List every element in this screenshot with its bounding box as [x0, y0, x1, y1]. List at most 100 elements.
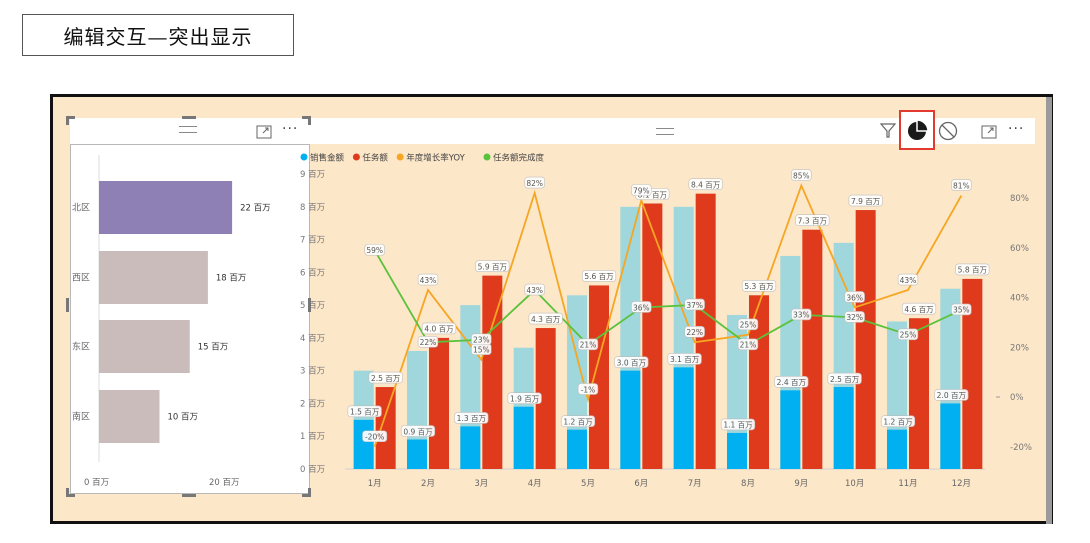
yoy-data-label: 79% [633, 186, 650, 195]
sales-bar-highlight [940, 403, 961, 469]
yoy-data-label: 81% [953, 181, 970, 190]
task-bar [535, 328, 556, 469]
sales-data-label: 1.9 百万 [510, 395, 540, 404]
x-axis-tick: 7月 [688, 479, 702, 489]
more-options-icon-left[interactable]: ··· [282, 121, 299, 137]
resize-handle-tl-v[interactable] [66, 116, 69, 125]
resize-handle-tr[interactable] [302, 116, 311, 119]
sales-data-label-bg [507, 392, 542, 405]
resize-handle-tl[interactable] [66, 116, 75, 119]
yoy-data-label-bg [524, 176, 545, 189]
sales-data-label-bg [667, 353, 702, 365]
sales-data-label-bg [454, 412, 489, 424]
task-data-label-bg [688, 178, 723, 190]
page-title: 编辑交互—突出显示 [22, 14, 294, 56]
completion-data-label-bg [684, 298, 705, 311]
x-axis-tick: 12月 [952, 479, 971, 489]
sales-bar-highlight [780, 390, 801, 469]
y2-axis-tick: -20% [1010, 443, 1032, 453]
resize-handle-left[interactable] [66, 298, 69, 312]
resize-handle-br-v[interactable] [308, 488, 311, 497]
task-data-label: 5.9 百万 [478, 262, 508, 271]
resize-handle-bottom[interactable] [182, 494, 196, 497]
resize-handle-bl-v[interactable] [66, 488, 69, 497]
legend-marker [300, 153, 308, 161]
yoy-data-label: -1% [581, 385, 596, 394]
completion-data-label-bg [417, 335, 439, 348]
focus-mode-icon-right[interactable] [981, 124, 997, 143]
task-data-label: 5.6 百万 [584, 272, 614, 281]
sales-data-label: 2.0 百万 [937, 391, 967, 400]
sales-bar-highlight [353, 419, 374, 469]
more-options-icon-right[interactable]: ··· [1008, 121, 1025, 137]
y2-axis-tick: 80% [1010, 194, 1029, 204]
x-axis-tick: 11月 [898, 479, 917, 489]
task-data-label-bg [368, 371, 403, 384]
sales-data-label: 1.5 百万 [350, 408, 380, 417]
resize-handle-bl[interactable] [66, 494, 75, 497]
left-x-tick: 20 百万 [209, 478, 240, 488]
resize-handle-right[interactable] [308, 298, 311, 312]
legend-item: 年度增长率YOY [406, 153, 465, 164]
left-bar-value-label: 22 百万 [240, 204, 271, 214]
legend-item: 任务额 [362, 153, 388, 164]
resize-handle-tr-v[interactable] [308, 116, 311, 125]
y2-axis-tick: 0% [1010, 393, 1024, 403]
highlight-interaction-button[interactable] [899, 110, 935, 150]
filter-icon[interactable] [879, 121, 897, 143]
sales-data-label-bg [614, 356, 649, 368]
left-bar-value-label: 10 百万 [168, 413, 199, 423]
sales-bar-highlight [887, 429, 907, 469]
x-axis-tick: 9月 [794, 479, 808, 489]
y-axis-tick: 0 百万 [300, 465, 325, 475]
sales-data-label-bg [827, 372, 862, 385]
sales-bar-highlight [460, 426, 481, 469]
task-data-label-bg [528, 312, 563, 325]
sales-data-label: 1.1 百万 [723, 421, 753, 430]
task-data-label: 4.6 百万 [904, 305, 934, 314]
task-data-label: 4.3 百万 [531, 315, 561, 324]
sales-data-label: 1.3 百万 [457, 414, 487, 423]
task-bar [802, 229, 823, 469]
pie-chart-icon [908, 119, 929, 140]
visual-header [70, 118, 1035, 144]
task-data-label: 8.1 百万 [638, 190, 668, 199]
sales-data-label: 3.1 百万 [670, 355, 700, 364]
left-category-label: 南区 [72, 411, 90, 423]
sales-bar-highlight [513, 406, 534, 469]
task-data-label: 5.8 百万 [958, 266, 988, 275]
drag-grip-left[interactable] [179, 126, 197, 133]
completion-data-label-bg [897, 328, 919, 341]
y-axis-tick: 7 百万 [300, 236, 325, 246]
x-axis-tick: 8月 [741, 479, 755, 489]
sales-data-label-bg [934, 389, 969, 401]
focus-mode-icon-left[interactable] [256, 124, 272, 143]
y2-axis-tick: 20% [1010, 343, 1029, 353]
completion-data-label-bg [737, 338, 759, 351]
left-bar-value-label: 15 百万 [198, 343, 229, 353]
task-data-label: 7.9 百万 [851, 197, 881, 206]
yoy-data-label-bg [951, 179, 972, 191]
yoy-data-label-bg [791, 169, 812, 181]
sales-data-label-bg [400, 425, 436, 437]
x-axis-tick: 5月 [581, 479, 595, 489]
none-interaction-icon[interactable] [937, 120, 959, 146]
sales-data-label: 3.0 百万 [617, 358, 647, 367]
completion-data-label: 43% [526, 286, 543, 295]
yoy-data-label: 25% [740, 321, 757, 330]
task-data-label-bg [475, 260, 510, 272]
sales-data-label: 2.5 百万 [830, 375, 860, 384]
completion-data-label-bg [524, 283, 545, 296]
yoy-data-label: 36% [846, 293, 863, 302]
task-data-label: 8.4 百万 [691, 180, 721, 189]
drag-grip-right[interactable] [656, 128, 674, 135]
x-axis-tick: 6月 [634, 479, 648, 489]
resize-handle-br[interactable] [302, 494, 311, 497]
task-data-label-bg [795, 214, 830, 227]
completion-data-label-bg [791, 308, 812, 321]
left-category-label: 东区 [72, 341, 90, 353]
resize-handle-top[interactable] [182, 116, 196, 119]
frame-shadow [1046, 97, 1052, 524]
yoy-data-label-bg [844, 291, 865, 303]
left-category-label: 北区 [72, 203, 90, 214]
